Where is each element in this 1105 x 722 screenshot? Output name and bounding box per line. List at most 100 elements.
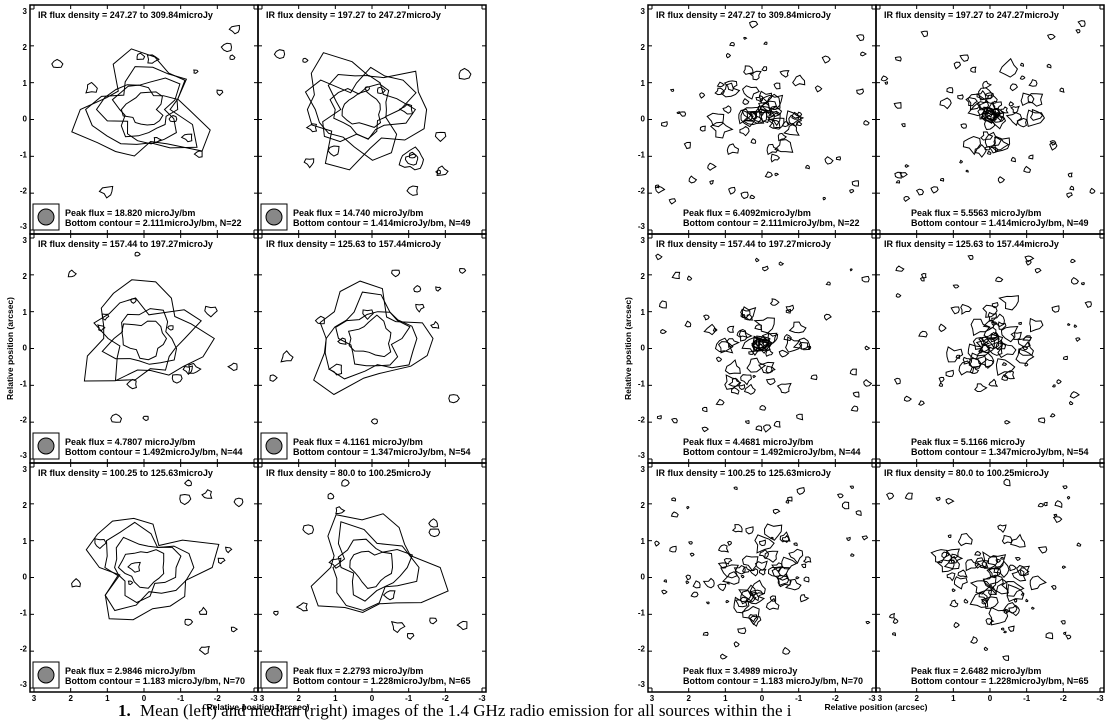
contour (435, 132, 445, 141)
contour (1029, 80, 1037, 87)
contour (721, 565, 738, 578)
y-tick-label: 0 (23, 344, 28, 353)
contour (656, 186, 665, 193)
contour (895, 57, 901, 61)
contour (306, 67, 417, 160)
contour (679, 112, 685, 116)
contour (1070, 186, 1074, 190)
contour (687, 507, 689, 509)
x-tick-label: 0 (370, 694, 375, 703)
contour (99, 186, 112, 198)
contour (1002, 582, 1024, 597)
x-tick-label: 3 (650, 694, 655, 703)
x-tick-label: -1 (405, 694, 413, 703)
contour (947, 88, 953, 93)
contour (202, 490, 212, 499)
contour (864, 380, 872, 387)
contour (303, 58, 308, 62)
y-tick-label: -2 (638, 415, 646, 424)
contour (885, 82, 887, 84)
contour (1014, 599, 1017, 602)
contour (947, 347, 963, 362)
contour (986, 619, 993, 625)
contour (1032, 607, 1034, 609)
contour (806, 165, 810, 168)
contour (1070, 392, 1079, 398)
contour (968, 256, 973, 260)
contour (226, 547, 232, 552)
panel-title: IR flux density = 80.0 to 100.25microJy (884, 468, 1049, 478)
contour (941, 179, 944, 182)
contour (730, 43, 735, 46)
contour (733, 525, 742, 532)
contour (739, 385, 745, 390)
contour (1016, 558, 1021, 561)
y-tick-label: 2 (641, 43, 646, 52)
contour (760, 99, 762, 101)
contour (958, 95, 964, 99)
contour (804, 557, 811, 563)
contour (1062, 566, 1065, 568)
contour (939, 383, 942, 386)
contour (122, 321, 167, 360)
y-tick-label: 1 (641, 79, 646, 88)
y-tick-label: -3 (638, 451, 646, 460)
beam (38, 667, 54, 683)
contour (672, 419, 678, 423)
contour (672, 272, 679, 278)
panel: IR flux density = 157.44 to 197.27microJ… (30, 234, 258, 463)
contour (1029, 155, 1033, 159)
contour (893, 619, 898, 624)
contour (429, 519, 438, 527)
panel: IR flux density = 125.63 to 157.44microJ… (876, 234, 1104, 463)
x-tick-label: 0 (760, 694, 765, 703)
y-tick-label: -3 (20, 680, 28, 689)
contour (975, 384, 987, 392)
contour (399, 147, 423, 170)
peak-flux: Peak flux = 4.4681 microJy/bm (683, 437, 813, 447)
contour (853, 392, 859, 397)
contour (307, 124, 317, 132)
contour (790, 322, 806, 333)
x-tick-label: 2 (68, 694, 73, 703)
contour (384, 591, 395, 600)
contour (662, 590, 667, 594)
contour (378, 87, 386, 93)
contour (793, 75, 805, 86)
y-tick-label: -1 (638, 379, 646, 388)
contour (274, 50, 284, 59)
beam (266, 209, 282, 225)
x-tick-label: -2 (442, 694, 450, 703)
contour (1025, 363, 1028, 366)
contour (169, 116, 177, 122)
contour (1068, 324, 1070, 326)
y-axis-label: Relative position (arcsec) (5, 297, 15, 400)
y-tick-label: -1 (20, 608, 28, 617)
y-tick-label: 3 (23, 465, 28, 474)
contour (756, 258, 759, 261)
panel: IR flux density = 247.27 to 309.84microJ… (30, 5, 258, 234)
contour (1002, 628, 1004, 630)
x-tick-label: -2 (1060, 694, 1068, 703)
contour (1027, 110, 1044, 126)
y-tick-label: -3 (638, 222, 646, 231)
contour (852, 181, 858, 186)
y-tick-label: 2 (23, 272, 28, 281)
contour (998, 525, 1006, 532)
contour (1021, 63, 1024, 66)
contour (1057, 380, 1061, 384)
bottom-contour: Bottom contour = 1.414microJy/bm, N=49 (911, 218, 1089, 228)
contour (964, 599, 968, 603)
panel-title: IR flux density = 100.25 to 125.63microJ… (656, 468, 831, 478)
bottom-contour: Bottom contour = 1.492microJy/bm, N=44 (65, 447, 243, 457)
x-tick-label: 2 (686, 694, 691, 703)
contour (744, 37, 747, 39)
y-tick-label: -3 (638, 680, 646, 689)
contour (881, 76, 887, 81)
contour (896, 266, 904, 271)
contour (661, 330, 667, 334)
y-tick-label: 1 (23, 79, 28, 88)
panel-title: IR flux density = 197.27 to 247.27microJ… (884, 10, 1059, 20)
contour (700, 126, 705, 131)
contour (953, 285, 958, 288)
